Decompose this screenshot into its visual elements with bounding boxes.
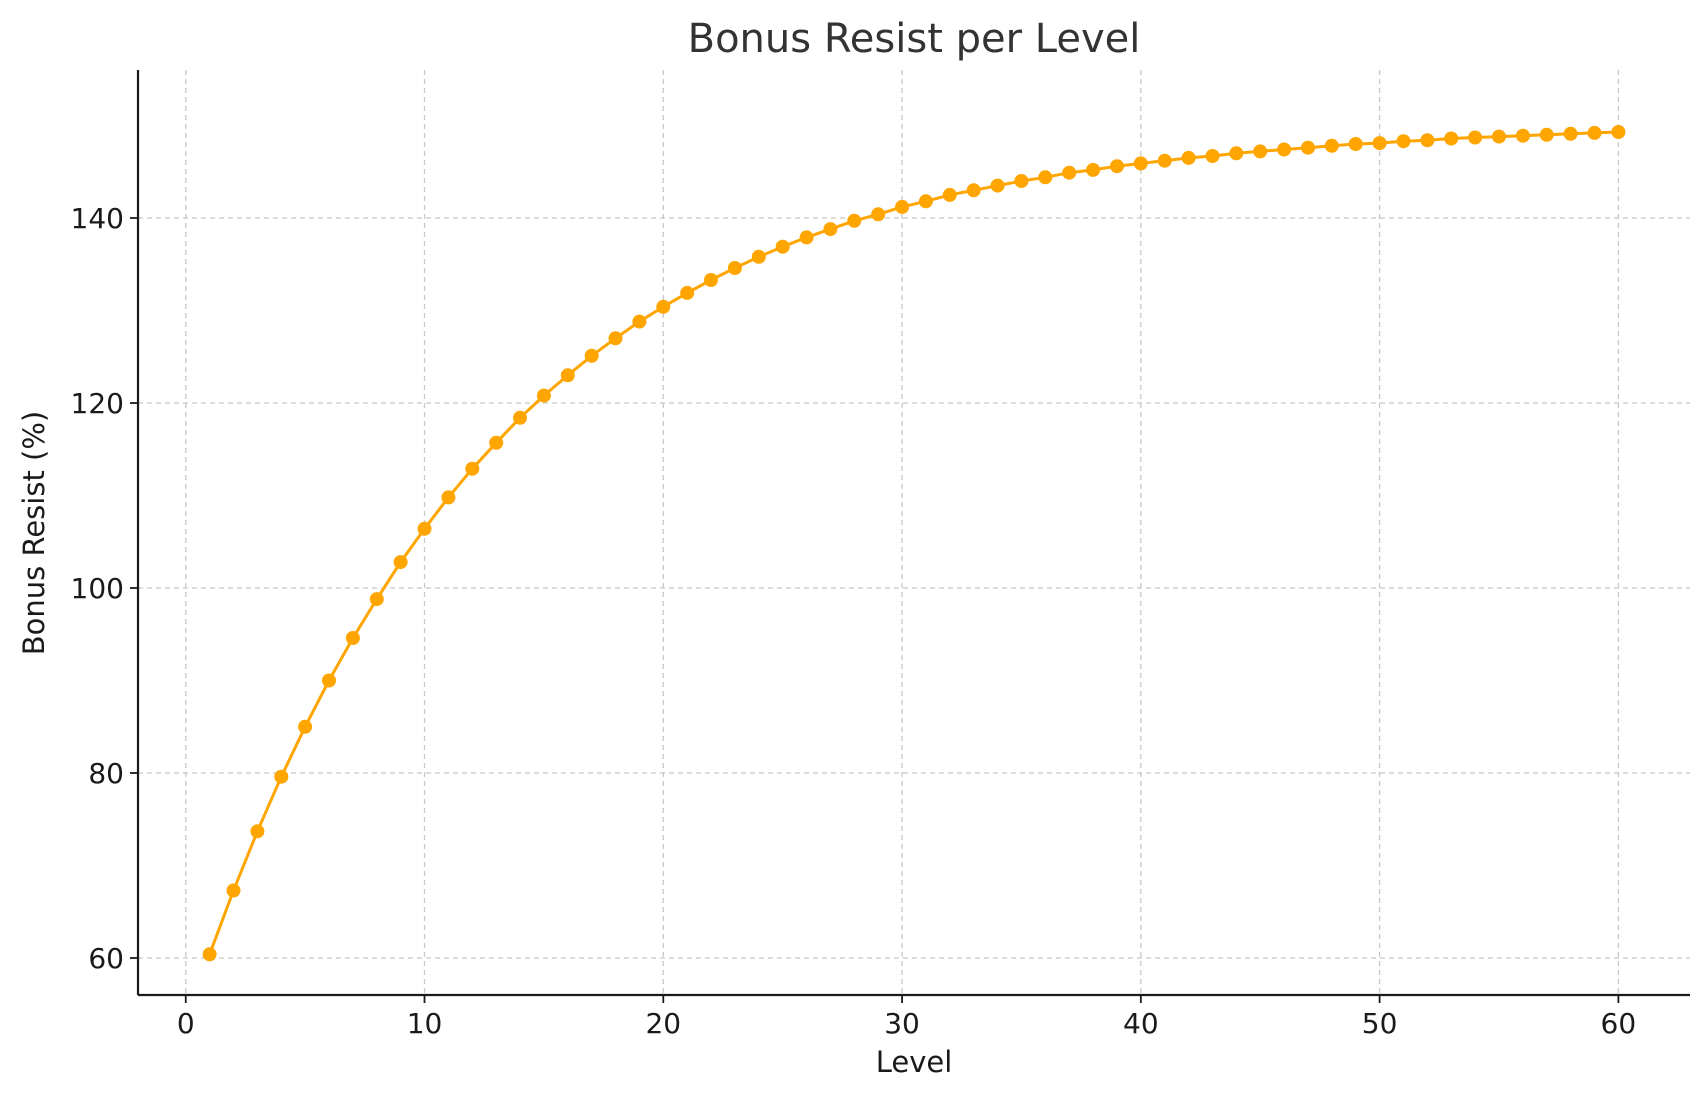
data-point xyxy=(871,207,886,222)
data-point xyxy=(298,719,313,734)
data-point xyxy=(560,368,575,383)
data-point xyxy=(1324,138,1339,153)
data-point xyxy=(1563,126,1578,141)
data-point xyxy=(513,410,527,425)
data-point xyxy=(918,194,933,209)
data-point xyxy=(1372,136,1387,151)
data-point xyxy=(632,314,647,329)
data-point xyxy=(441,490,456,505)
data-point xyxy=(799,230,814,245)
data-point xyxy=(727,261,742,275)
data-point xyxy=(1492,129,1506,144)
x-tick-label: 30 xyxy=(884,1007,920,1040)
data-point xyxy=(417,521,432,536)
data-point xyxy=(1301,140,1315,155)
data-point xyxy=(465,461,480,476)
data-point xyxy=(1468,130,1483,145)
series-layer xyxy=(202,125,1626,962)
x-tick-label: 0 xyxy=(177,1007,195,1040)
data-point xyxy=(966,183,981,198)
grid xyxy=(138,70,1690,995)
data-point xyxy=(489,435,504,450)
data-point xyxy=(1157,153,1172,168)
data-point xyxy=(202,947,217,962)
data-point xyxy=(1062,165,1077,180)
data-point xyxy=(274,769,289,784)
data-point xyxy=(704,273,718,287)
data-point xyxy=(680,285,695,300)
data-point xyxy=(1110,159,1124,174)
data-point xyxy=(823,222,838,237)
ticks: 0 10 20 30 40 50 60 60 80 100 120 140 xyxy=(71,202,1637,1040)
data-point xyxy=(1038,170,1053,185)
y-tick-label: 140 xyxy=(71,202,124,235)
data-point xyxy=(1611,125,1626,139)
data-point xyxy=(1133,156,1148,171)
data-point xyxy=(584,348,599,363)
data-point xyxy=(775,239,790,254)
data-point xyxy=(990,178,1005,193)
data-point xyxy=(656,299,671,314)
chart-title: Bonus Resist per Level xyxy=(688,16,1141,62)
x-tick-label: 40 xyxy=(1123,1007,1159,1040)
data-point xyxy=(1420,133,1435,148)
y-axis-label: Bonus Resist (%) xyxy=(17,411,51,655)
data-point xyxy=(322,673,336,688)
data-point xyxy=(1277,142,1292,157)
data-point xyxy=(345,631,360,645)
data-point xyxy=(536,388,551,403)
data-point xyxy=(1181,150,1196,165)
data-point xyxy=(942,187,957,202)
x-tick-label: 50 xyxy=(1362,1007,1398,1040)
data-point xyxy=(895,199,910,214)
data-point xyxy=(1229,146,1244,161)
data-point xyxy=(608,331,623,346)
series-line xyxy=(208,130,1619,955)
data-point xyxy=(1348,137,1363,151)
data-point xyxy=(1587,125,1602,140)
data-point xyxy=(847,213,862,228)
data-point xyxy=(1539,127,1554,142)
data-point xyxy=(1253,144,1268,159)
x-axis-label: Level xyxy=(876,1045,953,1079)
x-tick-label: 20 xyxy=(645,1007,681,1040)
data-point xyxy=(1014,174,1029,188)
data-point xyxy=(751,249,766,264)
x-tick-label: 60 xyxy=(1601,1007,1637,1040)
data-point xyxy=(226,883,241,898)
x-tick-label: 10 xyxy=(407,1007,443,1040)
data-point xyxy=(393,555,408,570)
data-point xyxy=(1205,149,1220,163)
y-tick-label: 60 xyxy=(88,942,124,975)
axes xyxy=(136,70,1690,997)
y-tick-label: 100 xyxy=(71,572,124,605)
data-point xyxy=(1396,134,1411,149)
y-tick-label: 120 xyxy=(71,387,124,420)
y-tick-label: 80 xyxy=(88,757,124,790)
data-point xyxy=(250,824,265,839)
data-point xyxy=(369,592,384,607)
data-point xyxy=(1086,162,1101,177)
data-point xyxy=(1444,131,1459,146)
data-point xyxy=(1515,128,1530,143)
